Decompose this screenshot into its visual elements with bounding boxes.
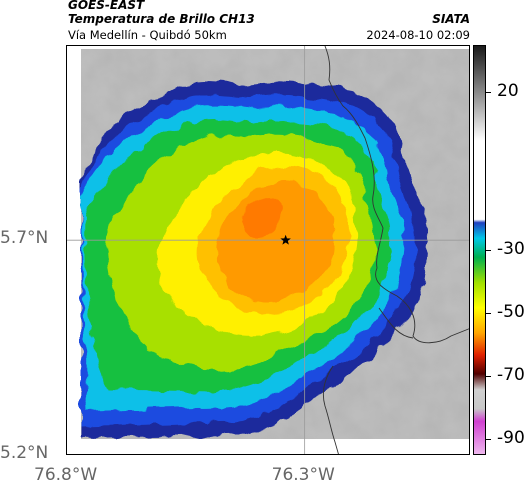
colorbar-gradient bbox=[474, 46, 485, 454]
colorbar-tick-label: -70 bbox=[497, 365, 525, 386]
coast-line-south bbox=[322, 365, 339, 454]
star-icon bbox=[280, 234, 291, 245]
colorbar-tick-label: -90 bbox=[497, 428, 525, 449]
colorbar-tick-label: 20 bbox=[497, 81, 519, 102]
border-line-east bbox=[324, 46, 469, 344]
lon-tick-label: 76.3°W bbox=[271, 465, 335, 485]
location-marker-star bbox=[280, 234, 291, 245]
storm-cell bbox=[81, 81, 428, 439]
colorbar-tick-mark bbox=[486, 439, 491, 441]
colorbar-tick-mark bbox=[486, 92, 491, 94]
lat-tick-label: 5.7°N bbox=[0, 228, 49, 249]
brightness-temperature-map bbox=[67, 46, 469, 454]
datetime-label: 2024-08-10 02:09 bbox=[366, 28, 470, 42]
lat-tick-label: 5.2°N bbox=[0, 443, 49, 463]
product-title: Temperatura de Brillo CH13 bbox=[68, 12, 255, 26]
colorbar-tick-label: -50 bbox=[497, 302, 525, 323]
reference-crosshair bbox=[67, 46, 469, 454]
colorbar-tick-mark bbox=[486, 313, 491, 315]
lon-tick-label: 76.8°W bbox=[34, 465, 98, 485]
colorbar-tick-mark bbox=[486, 376, 491, 378]
agency-label: SIATA bbox=[432, 12, 470, 26]
colorbar-fill bbox=[474, 46, 485, 454]
border-line-spur bbox=[378, 307, 414, 339]
colorbar-tick-mark bbox=[486, 250, 491, 251]
route-subtitle: Vía Medellín - Quibdó 50km bbox=[68, 28, 227, 42]
satellite-map[interactable] bbox=[66, 45, 470, 455]
colorbar bbox=[473, 45, 486, 455]
satellite-title: GOES-EAST bbox=[68, 0, 145, 12]
colorbar-tick-label: -30 bbox=[497, 239, 525, 259]
